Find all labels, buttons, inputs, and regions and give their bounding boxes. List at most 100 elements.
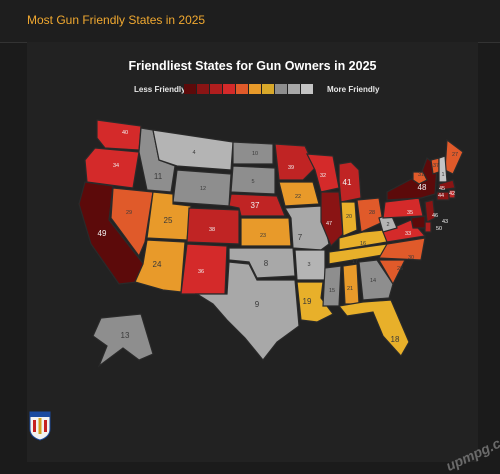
legend-swatch [301,84,313,94]
state-ut [146,191,192,241]
state-rank-label: 14 [370,278,376,284]
state-ia [278,181,320,207]
state-ak [92,313,154,368]
state-rank-label: 20 [346,214,352,220]
legend-less-label: Less Friendly [134,85,186,94]
state-ks [240,217,292,247]
state-rank-label: 42 [449,191,455,197]
state-nd [232,141,274,165]
state-rank-label: 29 [126,210,132,216]
state-rank-label: 19 [303,297,312,306]
legend-swatch [262,84,274,94]
state-rank-label: 35 [407,210,413,216]
state-fl [337,299,410,358]
state-rank-label: 43 [442,219,448,225]
state-rank-label: 3 [307,262,310,268]
state-rank-label: 46 [432,213,438,219]
state-rank-label: 50 [436,226,442,232]
state-md [410,215,426,229]
state-ms [322,265,342,307]
state-az [134,239,186,293]
state-rank-label: 12 [200,186,206,192]
state-rank-label: 15 [329,288,335,294]
state-rank-label: 11 [154,172,163,181]
state-rank-label: 16 [360,241,366,247]
state-sc [377,259,406,286]
state-rank-label: 45 [439,186,445,192]
state-rank-label: 36 [198,269,204,275]
state-rank-label: 9 [255,300,260,309]
state-rank-label: 37 [251,201,260,210]
state-rank-label: 28 [369,210,375,216]
state-ga [358,259,394,301]
state-ma [438,179,456,191]
state-rank-label: 31 [418,172,424,178]
state-la [296,281,334,323]
state-rank-label: 23 [260,233,266,239]
state-rank-label: 44 [438,193,444,199]
state-de [424,221,432,233]
us-map: 4034492911412252438361053723893922731932… [78,119,464,368]
state-rank-label: 30 [408,255,414,261]
state-rank-label: 8 [264,259,269,268]
legend-swatch [236,84,248,94]
ammo-badge-icon [29,411,51,441]
header-title: Most Gun Friendly States in 2025 [27,13,206,27]
state-ny [386,157,438,201]
map-title: Friendliest States for Gun Owners in 202… [128,59,377,73]
state-nv [110,187,154,258]
state-al [342,263,360,305]
state-rank-label: 17 [352,259,358,265]
state-ct [436,191,450,201]
state-tx [194,261,300,361]
state-rank-label: 39 [288,165,294,171]
header-bar: Most Gun Friendly States in 2025 [0,0,500,43]
legend: Less Friendly More Friendly [27,84,478,98]
state-wa [96,119,142,151]
state-rank-label: 24 [153,260,162,269]
legend-swatch [210,84,222,94]
state-il [320,191,344,248]
legend-swatch [249,84,261,94]
state-rank-label: 47 [326,221,332,227]
state-nc [377,237,426,261]
legend-swatch [197,84,209,94]
state-mt [152,129,234,171]
state-rank-label: 7 [298,233,303,242]
state-rank-label: 5 [251,179,254,185]
state-co [186,207,240,245]
state-rank-label: 26 [397,266,403,272]
state-mn [274,143,316,181]
state-pa [382,197,424,219]
state-rank-label: 1 [441,172,444,178]
state-rank-label: 25 [164,216,173,225]
legend-swatch [223,84,235,94]
state-rank-label: 49 [98,229,107,238]
state-rank-label: 10 [252,151,258,157]
state-rank-label: 22 [295,194,301,200]
state-rank-label: 48 [418,183,427,192]
state-rank-label: 33 [405,231,411,237]
legend-swatches [184,84,314,102]
state-rank-label: 40 [122,130,128,136]
state-rank-label: 38 [209,227,215,233]
state-rank-label: 41 [343,178,352,187]
state-rank-label: 18 [391,335,400,344]
state-rank-label: 27 [452,152,458,158]
state-rank-label: 4 [192,150,195,156]
map-panel: Friendliest States for Gun Owners in 202… [27,42,500,474]
state-nh [438,155,448,183]
state-sd [230,165,276,195]
state-rank-label: 34 [113,163,119,169]
state-rank-label: 13 [121,331,130,340]
legend-swatch [288,84,300,94]
state-nj [424,199,436,223]
legend-more-label: More Friendly [327,85,380,94]
state-rank-label: 32 [320,173,326,179]
state-mi [338,161,362,203]
state-wi [305,153,340,193]
legend-swatch [275,84,287,94]
state-ne [228,193,286,217]
state-hi [412,171,428,185]
state-rank-label: 21 [347,286,353,292]
